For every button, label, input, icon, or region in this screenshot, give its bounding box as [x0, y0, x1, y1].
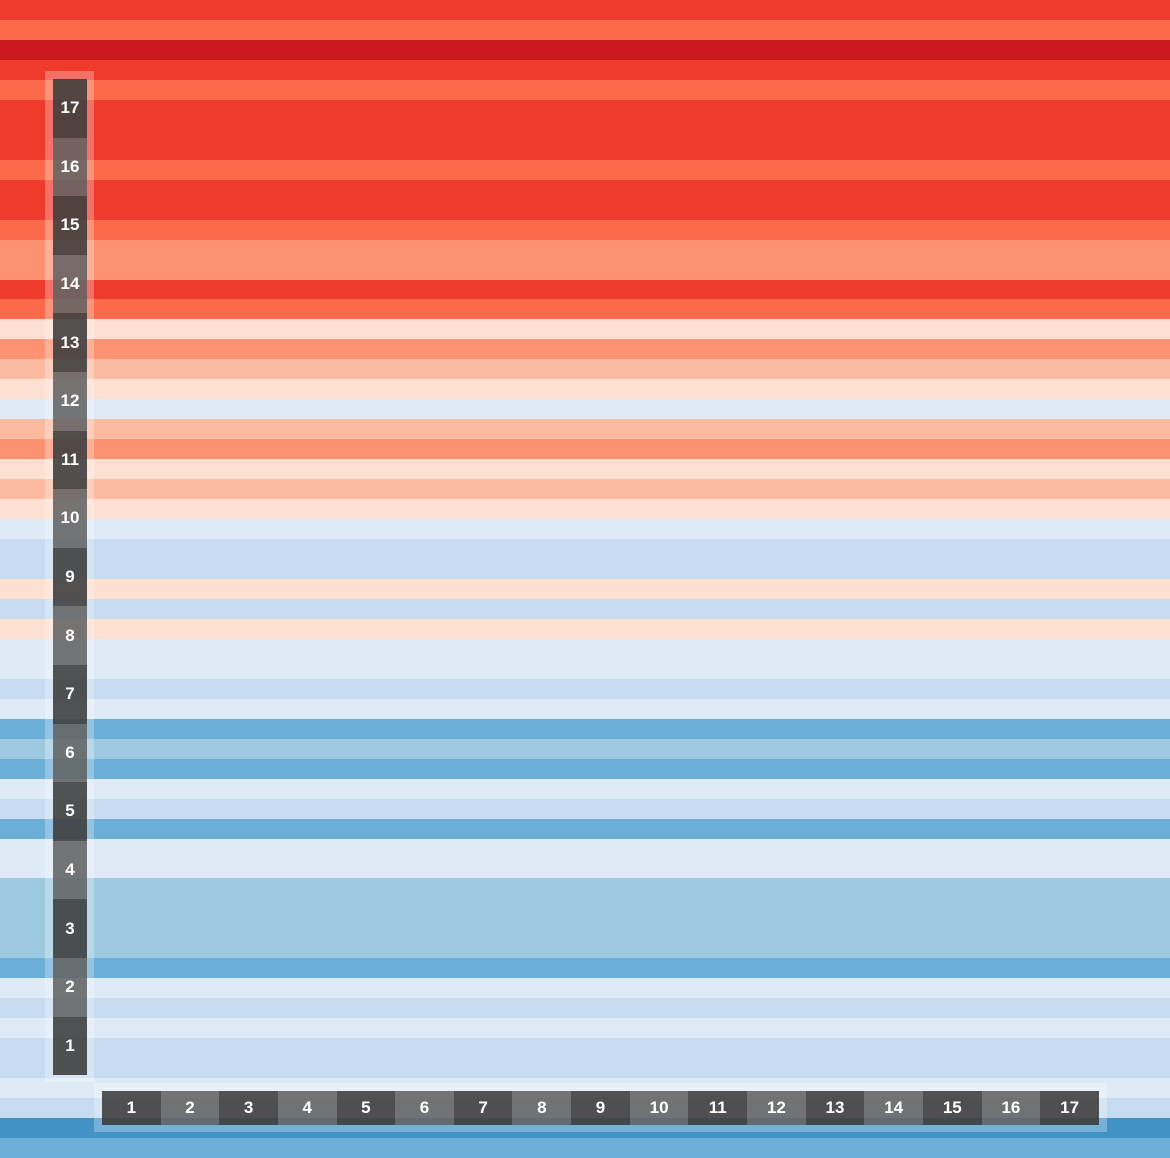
stripe: [0, 280, 1170, 299]
stripe: [0, 599, 1170, 619]
ruler-cell-h-15: 15: [922, 1091, 982, 1125]
ruler-cell-h-8: 8: [512, 1091, 572, 1125]
ruler-cell-h-11: 11: [688, 1091, 748, 1125]
ruler-cell-v-13: 13: [53, 313, 87, 372]
stripe: [0, 260, 1170, 280]
stripe: [0, 938, 1170, 958]
ruler-cell-v-8: 8: [53, 606, 87, 665]
ruler-cell-v-14: 14: [53, 254, 87, 314]
ruler-cell-h-16: 16: [981, 1091, 1041, 1125]
stripe: [0, 878, 1170, 898]
stripe: [0, 779, 1170, 799]
ruler-cell-h-5: 5: [336, 1091, 396, 1125]
stripe: [0, 699, 1170, 719]
stripe: [0, 539, 1170, 559]
stripe: [0, 419, 1170, 439]
stripe: [0, 499, 1170, 519]
stripe: [0, 978, 1170, 998]
ruler-cell-v-12: 12: [53, 371, 87, 431]
ruler-cell-h-3: 3: [219, 1091, 278, 1125]
stripe: [0, 200, 1170, 220]
vertical-grid-ruler: 17 16 15 14 13 12 11 10 9 8 7 6 5 4 3 2 1: [45, 71, 94, 1082]
stripe: [0, 459, 1170, 479]
ruler-cell-h-12: 12: [747, 1091, 806, 1125]
stripe: [0, 220, 1170, 240]
stripe: [0, 0, 1170, 20]
stripe: [0, 140, 1170, 160]
stripe: [0, 998, 1170, 1018]
ruler-cell-v-9: 9: [53, 547, 87, 607]
stripe: [0, 958, 1170, 978]
ruler-cell-h-13: 13: [805, 1091, 865, 1125]
stripe: [0, 579, 1170, 599]
stripe: [0, 40, 1170, 60]
ruler-cell-v-1: 1: [53, 1016, 87, 1076]
stripe: [0, 339, 1170, 359]
stripe: [0, 439, 1170, 459]
ruler-cell-h-17: 17: [1040, 1091, 1099, 1125]
stripe: [0, 639, 1170, 659]
ruler-cell-h-7: 7: [453, 1091, 513, 1125]
stripe: [0, 859, 1170, 878]
ruler-cell-v-11: 11: [53, 430, 87, 490]
stripe: [0, 559, 1170, 579]
ruler-cell-v-6: 6: [53, 723, 87, 783]
stripe: [0, 399, 1170, 419]
stripe: [0, 60, 1170, 80]
ruler-cell-h-14: 14: [864, 1091, 923, 1125]
ruler-cell-v-17: 17: [53, 79, 87, 138]
vertical-ruler-cells: 17 16 15 14 13 12 11 10 9 8 7 6 5 4 3 2 1: [53, 79, 87, 1076]
stripe: [0, 80, 1170, 100]
ruler-cell-v-15: 15: [53, 196, 87, 255]
stripe: [0, 918, 1170, 938]
stripe: [0, 679, 1170, 699]
stripe: [0, 659, 1170, 679]
stripe: [0, 839, 1170, 859]
ruler-cell-h-4: 4: [277, 1091, 337, 1125]
stripe: [0, 359, 1170, 379]
stripe: [0, 898, 1170, 918]
stripe: [0, 619, 1170, 639]
stripe: [0, 759, 1170, 779]
ruler-cell-v-4: 4: [53, 840, 87, 900]
stripe: [0, 739, 1170, 759]
stripe: [0, 819, 1170, 839]
stripe: [0, 1138, 1170, 1158]
ruler-cell-h-9: 9: [571, 1091, 630, 1125]
stripe: [0, 519, 1170, 539]
stripe: [0, 120, 1170, 140]
ruler-cell-v-10: 10: [53, 489, 87, 548]
ruler-cell-v-2: 2: [53, 957, 87, 1017]
stripe: [0, 160, 1170, 180]
stripe: [0, 1058, 1170, 1078]
ruler-cell-h-10: 10: [629, 1091, 689, 1125]
ruler-cell-v-5: 5: [53, 782, 87, 841]
ruler-cell-v-3: 3: [53, 899, 87, 958]
horizontal-grid-ruler: 1 2 3 4 5 6 7 8 9 10 11 12 13 14 15 16 17: [94, 1083, 1107, 1132]
stripe: [0, 479, 1170, 499]
stripe: [0, 1018, 1170, 1038]
ruler-cell-h-2: 2: [160, 1091, 220, 1125]
stripe: [0, 299, 1170, 319]
stripe: [0, 319, 1170, 339]
stripe: [0, 799, 1170, 819]
ruler-cell-h-6: 6: [395, 1091, 454, 1125]
stripe: [0, 379, 1170, 399]
stripe: [0, 20, 1170, 40]
stripe: [0, 100, 1170, 120]
stripe: [0, 240, 1170, 260]
stripe: [0, 1038, 1170, 1058]
ruler-cell-v-7: 7: [53, 664, 87, 724]
ruler-cell-h-1: 1: [102, 1091, 161, 1125]
stripe: [0, 719, 1170, 739]
stripe: [0, 180, 1170, 200]
horizontal-ruler-cells: 1 2 3 4 5 6 7 8 9 10 11 12 13 14 15 16 17: [102, 1091, 1099, 1125]
ruler-cell-v-16: 16: [53, 137, 87, 197]
